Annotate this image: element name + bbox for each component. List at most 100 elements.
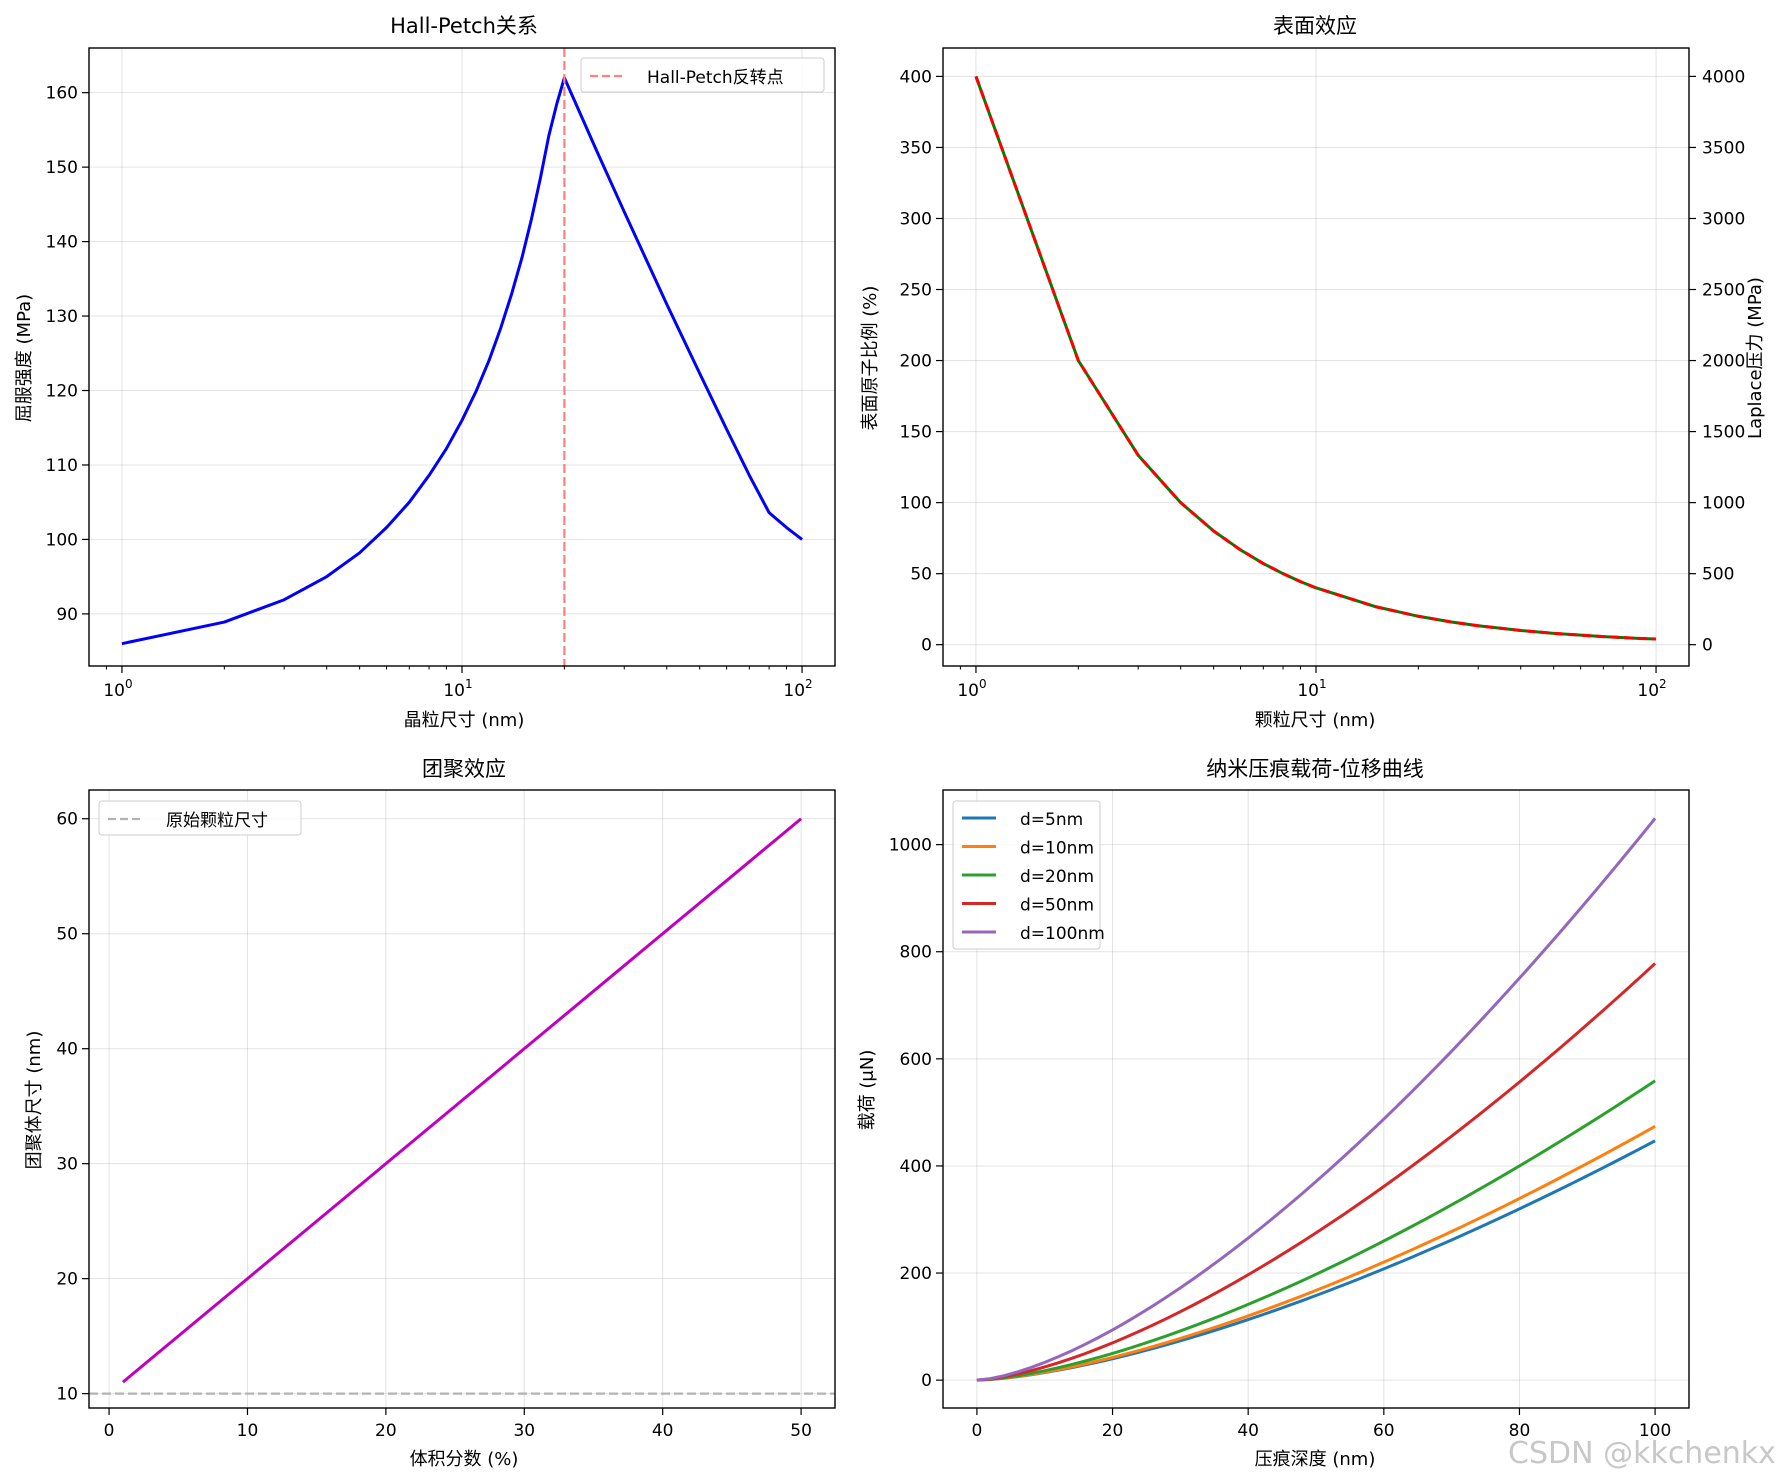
hall-petch-ytick-label: 130 xyxy=(46,307,78,327)
indentation-curve-d=50nm xyxy=(976,962,1657,1382)
surface-ytick-label: 200 xyxy=(900,352,932,372)
surface-ytick-label: 250 xyxy=(900,281,932,301)
hall-petch-xtick-label: 101 xyxy=(443,677,472,701)
surface-ytick-label: 350 xyxy=(900,138,932,158)
indentation-xtick-label: 60 xyxy=(1373,1421,1395,1441)
indentation-title: 纳米压痕载荷-位移曲线 xyxy=(1206,757,1424,781)
surface-xtick-label: 101 xyxy=(1297,677,1326,701)
indentation-ytick-label: 400 xyxy=(900,1157,932,1177)
surface-ytick-label: 100 xyxy=(900,494,932,514)
legend-label: d=50nm xyxy=(1020,896,1094,916)
indentation-xlabel: 压痕深度 (nm) xyxy=(1255,1449,1376,1470)
agglomeration-panel: 团聚效应 体积分数 (%) 团聚体尺寸 (nm) 0 10 20 30 40 50 10 20… xyxy=(24,757,836,1470)
hall-petch-legend: Hall-Petch反转点 xyxy=(580,57,825,93)
hall-petch-ylabel: 屈服强度 (MPa) xyxy=(14,294,35,422)
agglomeration-xtick-label: 20 xyxy=(375,1421,397,1441)
surface-ytick-label: 400 xyxy=(900,67,932,87)
surface-ylabel: 表面原子比例 (%) xyxy=(860,286,881,431)
legend-label: d=10nm xyxy=(1020,839,1094,859)
legend-label: 原始颗粒尺寸 xyxy=(166,811,268,831)
surface-ytick-label: 300 xyxy=(900,209,932,229)
indentation-ytick-label: 800 xyxy=(900,943,932,963)
legend-label: d=100nm xyxy=(1020,924,1105,944)
hall-petch-ytick-label: 90 xyxy=(56,605,78,625)
indentation-panel: 纳米压痕载荷-位移曲线 压痕深度 (nm) 载荷 (μN) 0 20 40 60 80 1… xyxy=(857,757,1690,1470)
indentation-legend: d=5nm d=10nm d=20nm d=50nm d=100nm xyxy=(952,800,1105,950)
agglomeration-ytick-label: 20 xyxy=(56,1270,78,1290)
surface-ytick-right-label: 0 xyxy=(1702,636,1713,656)
agglomeration-ytick-label: 40 xyxy=(56,1040,78,1060)
surface-ytick-label: 50 xyxy=(910,565,932,585)
legend-box xyxy=(952,800,1101,950)
legend-label: d=5nm xyxy=(1020,810,1083,830)
indentation-xtick-label: 0 xyxy=(971,1421,982,1441)
agglomerate-size-line xyxy=(121,817,803,1384)
agglomeration-ytick-label: 30 xyxy=(56,1155,78,1175)
agglomeration-xtick-label: 10 xyxy=(237,1421,259,1441)
indentation-ytick-label: 600 xyxy=(900,1050,932,1070)
indentation-curve-d=10nm xyxy=(976,1125,1656,1382)
surface-ytick-right-label: 1500 xyxy=(1702,423,1745,443)
surface-ytick-right-label: 3000 xyxy=(1702,209,1745,229)
legend-box xyxy=(98,800,302,836)
agglomeration-ytick-label: 60 xyxy=(56,810,78,830)
hall-petch-ytick-label: 120 xyxy=(46,382,78,402)
agglomeration-ytick-label: 10 xyxy=(56,1385,78,1405)
indentation-ytick-label: 200 xyxy=(900,1264,932,1284)
surface-ytick-right-label: 2000 xyxy=(1702,352,1745,372)
hall-petch-panel: Hall-Petch关系 晶粒尺寸 (nm) 屈服强度 (MPa) 100 101… xyxy=(14,14,836,731)
hall-petch-xtick-label: 100 xyxy=(103,677,132,701)
surface-ytick-label: 150 xyxy=(900,423,932,443)
indentation-curve-d=100nm xyxy=(976,817,1657,1382)
surface-xtick-label: 100 xyxy=(957,677,986,701)
hall-petch-ytick-label: 100 xyxy=(46,530,78,550)
surface-effect-panel: 表面效应 颗粒尺寸 (nm) 表面原子比例 (%) Laplace压力 (MPa… xyxy=(860,14,1766,731)
indentation-ylabel: 载荷 (μN) xyxy=(857,1050,878,1131)
agglomeration-legend: 原始颗粒尺寸 xyxy=(98,800,302,836)
surface-xtick-label: 102 xyxy=(1637,677,1666,701)
surface-title: 表面效应 xyxy=(1273,14,1357,38)
hall-petch-title: Hall-Petch关系 xyxy=(390,14,538,38)
legend-box xyxy=(580,57,825,93)
surface-ytick-right-label: 3500 xyxy=(1702,138,1745,158)
hall-petch-xlabel: 晶粒尺寸 (nm) xyxy=(404,710,525,731)
agglomeration-frame xyxy=(88,789,836,1409)
legend-label: Hall-Petch反转点 xyxy=(647,68,784,88)
agglomeration-title: 团聚效应 xyxy=(422,757,506,781)
surface-ylabel-right: Laplace压力 (MPa) xyxy=(1745,277,1766,439)
indentation-ytick-label: 1000 xyxy=(889,836,932,856)
hall-petch-ytick-label: 110 xyxy=(46,456,78,476)
surface-ytick-right-label: 4000 xyxy=(1702,67,1745,87)
hall-petch-curve xyxy=(121,76,803,646)
hall-petch-xtick-label: 102 xyxy=(783,677,812,701)
agglomeration-ylabel: 团聚体尺寸 (nm) xyxy=(24,1031,45,1170)
surface-ytick-right-label: 500 xyxy=(1702,565,1734,585)
laplace-pressure-curve xyxy=(974,75,1657,641)
surface-ytick-right-label: 1000 xyxy=(1702,494,1745,514)
indentation-xtick-label: 80 xyxy=(1509,1421,1531,1441)
indentation-xtick-label: 100 xyxy=(1639,1421,1671,1441)
hall-petch-frame xyxy=(88,47,836,667)
surface-ytick-label: 0 xyxy=(921,636,932,656)
agglomeration-xtick-label: 40 xyxy=(652,1421,674,1441)
hall-petch-ytick-label: 140 xyxy=(46,233,78,253)
agglomeration-xlabel: 体积分数 (%) xyxy=(410,1449,519,1470)
legend-label: d=20nm xyxy=(1020,867,1094,887)
indentation-xtick-label: 40 xyxy=(1237,1421,1259,1441)
indentation-curve-d=5nm xyxy=(976,1139,1656,1382)
surface-xlabel: 颗粒尺寸 (nm) xyxy=(1255,710,1376,731)
indentation-frame xyxy=(942,789,1690,1409)
surface-ytick-right-label: 2500 xyxy=(1702,281,1745,301)
hall-petch-ytick-label: 160 xyxy=(46,84,78,104)
agglomeration-xtick-label: 50 xyxy=(790,1421,812,1441)
indentation-curve-d=20nm xyxy=(976,1079,1656,1382)
indentation-xtick-label: 20 xyxy=(1102,1421,1124,1441)
agglomeration-xtick-label: 0 xyxy=(104,1421,115,1441)
agglomeration-xtick-label: 30 xyxy=(513,1421,535,1441)
agglomeration-ytick-label: 50 xyxy=(56,925,78,945)
watermark: CSDN @kkchenkx xyxy=(1508,1436,1776,1471)
hall-petch-ytick-label: 150 xyxy=(46,158,78,178)
surface-frame xyxy=(942,47,1690,667)
indentation-ytick-label: 0 xyxy=(921,1371,932,1391)
